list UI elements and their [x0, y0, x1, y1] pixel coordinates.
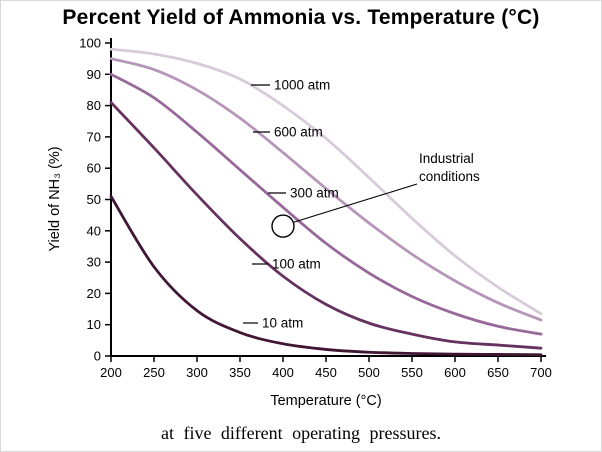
industrial-conditions-label: Industrial conditions — [419, 151, 480, 184]
chart-title: Percent Yield of Ammonia vs. Temperature… — [62, 6, 540, 29]
x-tick-label: 550 — [401, 365, 423, 380]
curve-300-atm — [109, 72, 543, 336]
x-tick-label: 200 — [100, 365, 122, 380]
curve-label-10-atm: 10 atm — [262, 316, 303, 331]
y-tick-label: 10 — [87, 317, 101, 332]
y-tick-label: 70 — [87, 129, 101, 144]
y-tick-label: 30 — [87, 255, 101, 270]
curve-label-1000-atm: 1000 atm — [274, 78, 330, 93]
y-tick-label: 0 — [94, 349, 101, 364]
annotation-arrow-line — [293, 183, 418, 223]
curve-label-600-atm: 600 atm — [274, 125, 323, 140]
curve-label-300-atm: 300 atm — [290, 186, 339, 201]
x-tick-label: 350 — [229, 365, 251, 380]
x-tick-label: 500 — [358, 365, 380, 380]
industrial-conditions-circle — [271, 214, 295, 238]
curve-10-atm — [109, 194, 543, 357]
figure-caption: at five different operating pressures. — [160, 423, 442, 443]
x-tick-label: 600 — [444, 365, 466, 380]
y-tick-label: 90 — [87, 67, 101, 82]
x-tick-label: 700 — [530, 365, 552, 380]
x-tick-label: 400 — [272, 365, 294, 380]
curve-label-100-atm: 100 atm — [272, 257, 321, 272]
x-tick-label: 450 — [315, 365, 337, 380]
x-axis-label: Temperature (°C) — [270, 393, 382, 409]
y-tick-label: 50 — [87, 192, 101, 207]
y-axis-label: Yield of NH₃ (%) — [47, 146, 63, 252]
y-tick-label: 60 — [87, 161, 101, 176]
x-tick-label: 650 — [487, 365, 509, 380]
y-tick-label: 100 — [79, 36, 101, 51]
curve-600-atm — [109, 57, 543, 322]
y-tick-label: 20 — [87, 286, 101, 301]
curve-1000-atm — [109, 47, 543, 316]
y-tick-label: 80 — [87, 98, 101, 113]
x-tick-label: 300 — [186, 365, 208, 380]
x-tick-label: 250 — [143, 365, 165, 380]
curve-100-atm — [109, 101, 543, 350]
y-tick-label: 40 — [87, 223, 101, 238]
